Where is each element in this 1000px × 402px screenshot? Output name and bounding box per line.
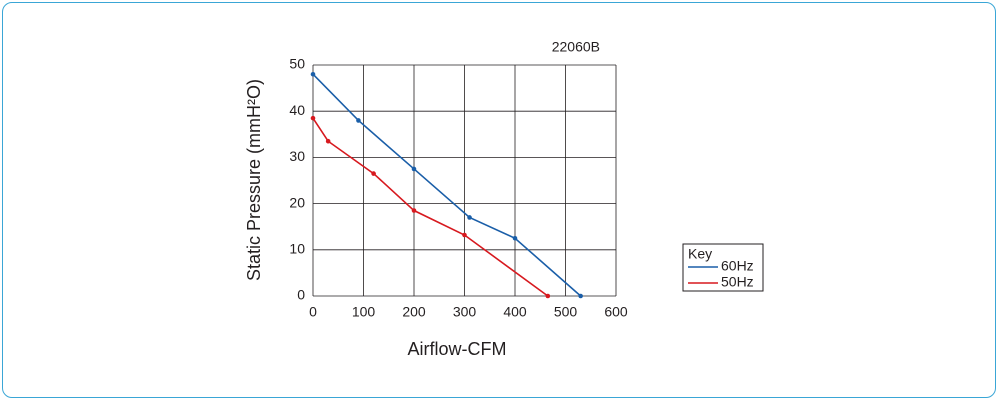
series-line [312,73,582,297]
x-tick-label: 100 [352,304,376,320]
y-axis-label: Static Pressure (mmH²O) [244,79,264,281]
data-point [545,293,551,299]
data-point [310,71,316,77]
y-tick-label: 0 [297,287,305,303]
data-point [411,208,417,213]
y-tick-label: 30 [289,148,305,164]
data-point [356,118,361,123]
legend-label: 50Hz [721,274,754,290]
legend-label: 60Hz [721,258,754,274]
x-tick-label: 600 [604,304,628,320]
x-tick-label: 400 [503,304,527,320]
data-point [512,235,518,241]
data-point [578,293,583,299]
data-point [325,138,331,144]
data-point [467,215,472,220]
series-line [312,117,549,297]
frame [2,2,996,398]
x-axis-label: Airflow-CFM [408,339,507,359]
chart-title: 22060B [552,39,600,55]
data-point [411,166,417,172]
y-tick-label: 20 [289,194,305,210]
data-point [462,232,467,238]
legend-title: Key [688,246,712,262]
y-tick-label: 10 [289,241,305,257]
data-point [310,115,316,121]
x-tick-label: 0 [309,304,317,320]
data-point [371,171,376,176]
x-tick-label: 300 [453,304,477,320]
y-tick-label: 40 [289,102,305,118]
x-tick-label: 200 [402,304,426,320]
y-tick-label: 50 [289,56,305,72]
x-tick-label: 500 [554,304,578,320]
